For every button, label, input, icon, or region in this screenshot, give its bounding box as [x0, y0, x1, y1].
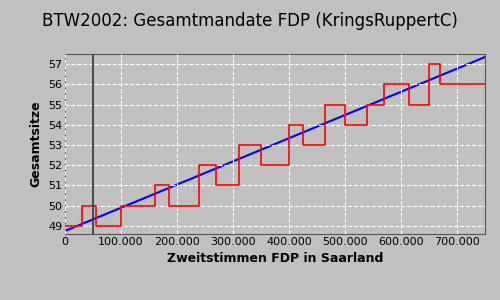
Y-axis label: Gesamtsitze: Gesamtsitze: [30, 101, 43, 187]
X-axis label: Zweitstimmen FDP in Saarland: Zweitstimmen FDP in Saarland: [167, 252, 383, 265]
Text: BTW2002: Gesamtmandate FDP (KringsRuppertC): BTW2002: Gesamtmandate FDP (KringsRupper…: [42, 12, 458, 30]
